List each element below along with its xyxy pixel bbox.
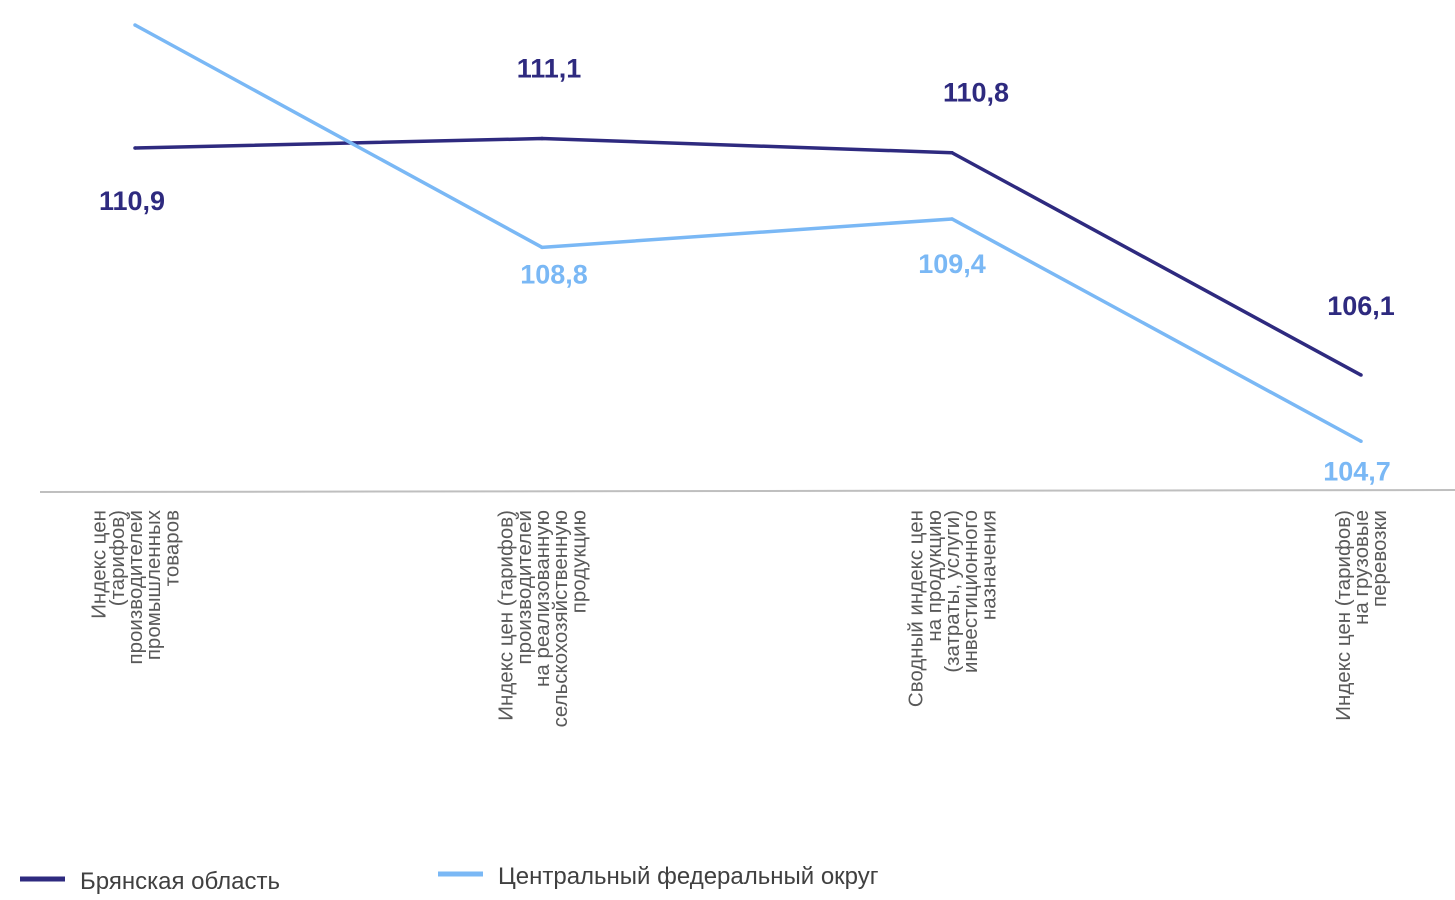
data-point xyxy=(950,150,954,155)
data-point xyxy=(133,23,137,27)
x-tick-label-line: Индекс цен xyxy=(88,510,111,619)
data-point xyxy=(1359,373,1363,377)
x-tick-label-line: Индекс цен (тарифов) xyxy=(1332,510,1355,721)
x-tick-label-line: (затраты, услуги) xyxy=(941,510,964,673)
x-tick-label: Индекс цен(тарифов)производителейпромышл… xyxy=(88,509,184,664)
data-point xyxy=(540,136,544,141)
x-tick-label-line: товаров xyxy=(160,510,183,586)
data-label: 106,1 xyxy=(1327,291,1395,321)
legend-item: Центральный федеральный округ xyxy=(438,863,879,890)
x-axis-line xyxy=(39,489,1455,493)
x-axis xyxy=(39,489,1455,493)
series-0: 110,9 111,1 110,8 106,1 xyxy=(99,54,1395,377)
x-tick-label-line: на продукцию xyxy=(923,510,946,642)
data-label: 104,7 xyxy=(1323,456,1391,486)
x-tick-label-line: производителей xyxy=(513,510,536,664)
x-tick-label: Сводный индекс ценна продукцию(затраты, … xyxy=(905,510,1001,707)
legend-label: Центральный федеральный округ xyxy=(498,863,879,890)
data-label: 111,1 xyxy=(517,54,582,84)
legend-label: Брянская область xyxy=(80,868,280,895)
data-label: 110,9 xyxy=(99,186,165,216)
x-tick-label-line: продукцию xyxy=(567,510,590,613)
legend-item: Брянская область xyxy=(20,868,280,895)
x-tick-label-line: Индекс цен (тарифов) xyxy=(495,510,518,721)
x-tick-label-line: на реализованную xyxy=(531,510,554,687)
data-point xyxy=(133,146,137,150)
x-tick-label-line: производителей xyxy=(124,510,147,664)
data-label: 108,8 xyxy=(520,259,588,289)
x-tick-labels: Индекс цен(тарифов)производителейпромышл… xyxy=(88,509,1392,727)
data-label: 110,8 xyxy=(943,78,1009,108)
x-tick-label-line: инвестиционного xyxy=(959,510,982,673)
data-label: 109,4 xyxy=(918,249,986,279)
x-tick-label-line: Сводный индекс цен xyxy=(905,510,928,707)
x-tick-label-line: на грузовые xyxy=(1350,510,1373,625)
data-point xyxy=(540,245,544,250)
x-tick-label: Индекс цен (тарифов)производителейна реа… xyxy=(495,510,591,727)
x-tick-label-line: сельскохозяйственную xyxy=(549,510,572,727)
x-tick-label-line: промышленных xyxy=(142,509,165,660)
x-tick-label: Индекс цен (тарифов)на грузовыеперевозки xyxy=(1332,510,1391,721)
x-tick-label-line: назначения xyxy=(977,510,1000,620)
x-tick-label-line: (тарифов) xyxy=(106,510,129,606)
legend: Брянская область Центральный федеральный … xyxy=(20,863,879,895)
series-line xyxy=(134,23,1362,443)
x-tick-label-line: перевозки xyxy=(1368,510,1391,607)
series-line xyxy=(134,136,1362,377)
data-point xyxy=(950,217,954,221)
data-point xyxy=(1359,439,1363,444)
